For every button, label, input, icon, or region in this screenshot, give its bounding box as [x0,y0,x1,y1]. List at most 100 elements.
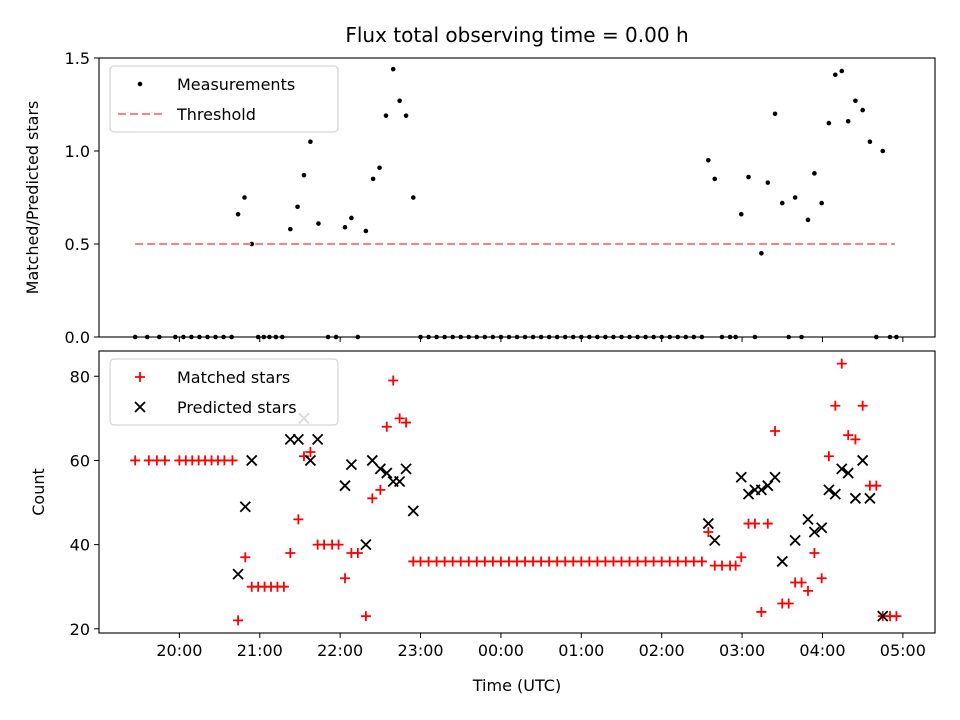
data-point [292,433,304,446]
data-point [833,72,838,78]
data-point [776,555,788,568]
x-tick-label: 04:00 [799,641,845,660]
data-point [805,217,811,223]
chart-title: Flux total observing time = 0.00 h [345,23,688,47]
y-axis-label-count: Count [29,468,48,516]
data-point [839,68,845,74]
data-point [312,433,324,446]
data-point [288,226,293,232]
data-point [864,492,876,504]
data-point [370,176,376,182]
data-point [802,585,813,596]
data-point [735,471,747,483]
data-point [702,517,714,530]
data-point [394,475,406,488]
data-point [796,577,807,588]
data-point [381,467,393,479]
y-tick-label: 20 [70,620,90,639]
legend: Measurements Threshold [109,65,339,133]
top-panel: 0.0 0.5 1.0 1.5 Matched/Predicted stars Measu… [23,49,936,347]
data-point [367,493,378,504]
data-point [130,455,141,466]
data-point [305,447,316,458]
data-point [857,454,869,467]
y-tick-label: 0.0 [65,328,90,347]
data-point [397,98,402,104]
data-point [159,455,170,466]
data-point [360,611,371,622]
data-point [360,538,372,551]
data-point [239,501,251,513]
data-point [401,417,412,428]
data-point [819,200,824,206]
legend-label: Predicted stars [177,398,297,417]
data-point [388,375,399,386]
y-tick-label: 60 [70,451,90,470]
data-point [342,224,348,230]
y-tick-label: 1.5 [65,49,90,68]
data-point [349,215,354,221]
data-point [860,107,865,113]
data-point [816,573,827,584]
axes-frame [98,57,936,338]
legend-swatch [135,372,145,382]
data-point [403,113,409,118]
data-point [772,111,778,117]
data-point [853,98,858,104]
data-point [877,610,889,622]
data-point [842,467,854,479]
data-point [759,251,764,256]
data-point [857,400,868,411]
series-matched-stars [130,358,902,626]
y-tick-label: 80 [70,367,90,386]
data-point [316,221,321,226]
y-axis-label-ratio: Matched/Predicted stars [23,101,42,295]
data-point [843,430,854,441]
data-point [227,455,238,466]
data-point [826,120,832,126]
legend-label: Threshold [176,105,256,124]
data-point [407,505,419,517]
data-point [779,200,785,206]
data-point [762,518,773,529]
data-point [749,518,760,529]
data-point [769,471,781,483]
y-tick-label: 40 [70,536,90,555]
data-point [809,548,820,559]
x-tick-label: 03:00 [719,641,765,660]
data-point [374,463,386,475]
data-point [242,195,247,200]
data-point [808,526,821,538]
data-point [770,425,781,436]
x-tick-label: 05:00 [880,641,926,660]
x-tick-label: 21:00 [237,641,283,660]
data-point [789,534,801,547]
data-point [339,573,350,584]
data-point [830,400,841,411]
data-point [736,552,747,563]
data-point [850,434,861,445]
data-point [836,358,847,369]
data-point [891,611,902,622]
data-point [765,180,771,185]
x-tick-label: 00:00 [478,641,524,660]
data-point [394,413,405,424]
data-point [400,463,412,475]
data-point [233,615,244,626]
data-point [249,241,255,247]
data-point [696,556,707,567]
bottom-panel: 20 40 60 80 20:00 21:00 22:00 23:00 00:00 01:00 02… [29,350,936,660]
data-point [738,211,744,217]
y-tick-label: 1.0 [65,142,90,161]
data-point [352,548,363,559]
data-point [285,548,296,559]
data-point [730,560,741,571]
data-point [304,454,317,467]
data-point [756,606,767,617]
data-point [845,118,851,124]
data-point [240,552,251,563]
data-point [381,421,392,432]
data-point [849,492,862,504]
data-point [235,211,241,217]
y-tick-label: 0.5 [65,235,90,254]
